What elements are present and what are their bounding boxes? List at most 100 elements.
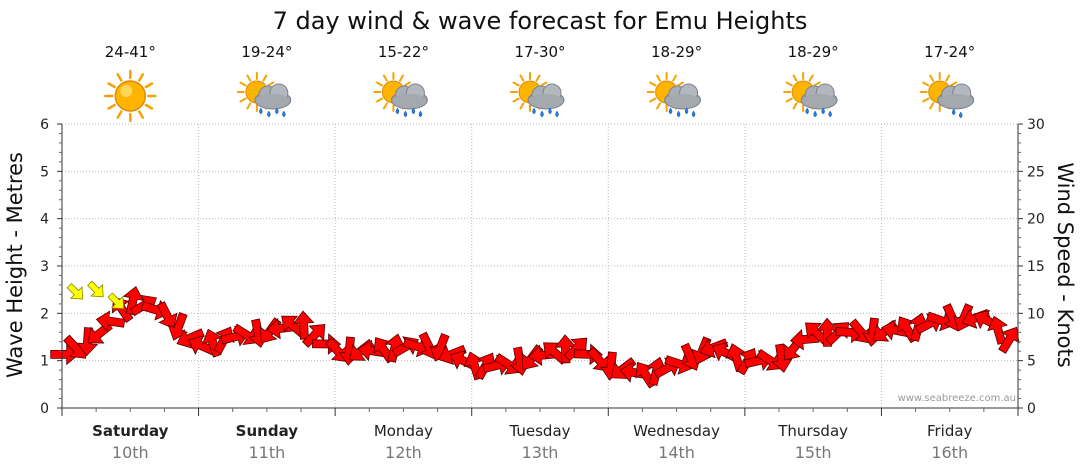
sun-ray [375,97,384,103]
wind-arrow-shape [301,323,326,348]
y-tick-label-right: 10 [1027,306,1045,322]
axes: 0 1 2 3 4 5 6 0 5 10 15 20 25 30 [40,117,1045,417]
y-tick-label-left: 6 [40,117,49,133]
rain-drop [418,110,423,118]
grid [62,123,1018,408]
day-date: 15th [795,443,832,462]
cloud [529,94,563,108]
y-tick-label-right: 25 [1027,164,1045,180]
y-tick-label-right: 30 [1027,117,1045,133]
rain-drop [958,111,963,119]
wave-arrow [107,292,125,309]
day-footer: Saturday 10th Sunday 11th Monday 12th Tuesday 1… [92,422,972,462]
rain-drop [813,110,817,118]
sun-ray [239,97,247,103]
day-temp: 17-30° [514,43,565,61]
sun-ray [375,81,384,87]
y-tick-label-left: 4 [40,212,49,228]
wind-arrow-shape [95,310,126,332]
day-name: Monday [374,422,433,440]
wind-series [50,285,1020,389]
wave-arrow [66,282,84,300]
rain-drop [821,107,825,115]
rain-drop [684,107,689,115]
sunny-icon [104,69,157,123]
sun-ray [540,81,548,87]
rain-icon [783,72,838,118]
sun-ray [239,81,247,87]
wind-arrow-shape [664,354,694,375]
sun-ray [267,81,275,87]
day-name: Saturday [92,422,169,440]
wave-series [66,280,125,309]
sun-ray [246,102,252,110]
day-temp: 18-29° [651,43,702,61]
sun-ray [138,110,145,119]
sun-ray [785,81,793,87]
sun-ray [116,73,123,82]
rain-icon [646,72,702,118]
sun-ray [676,81,685,87]
sun-ray [138,73,145,82]
cloud [938,94,973,108]
rain-drop [532,107,536,115]
y-tick-label-left: 0 [40,401,49,417]
sun-ray [945,74,951,82]
rain-drop [275,107,279,115]
sun-ray [656,102,662,110]
watermark: www.seabreeze.com.au [898,393,1016,404]
rain-drop [828,110,832,118]
sun-ray [535,74,541,82]
sun-ray [116,110,123,119]
chart-title: 7 day wind & wave forecast for Emu Heigh… [273,7,808,35]
sun-ray [792,74,798,82]
rain-drop [676,110,681,118]
day-name: Friday [927,422,973,440]
day-name: Wednesday [633,422,720,440]
sun-ray [403,81,411,87]
rain-drop [691,110,696,118]
rain-drop [548,107,552,115]
rain-drop [282,110,286,118]
day-date: 11th [248,443,285,462]
sun-ray [382,102,388,110]
sun-ray [107,103,116,110]
cloud [665,94,700,108]
sun-ray [922,81,930,87]
y-axis-right-title: Wind Speed - Knots [1053,162,1077,367]
day-temp: 15-22° [378,43,429,61]
cloud [392,94,427,108]
y-tick-label-left: 3 [40,259,49,275]
sun-ray [512,81,520,87]
day-date: 13th [522,443,559,462]
sun-ray [144,103,154,110]
wind-arrow [563,337,588,362]
wave-arrow-shape [66,282,84,300]
rain-drop [951,108,956,116]
rain-drop [395,107,400,115]
sun-ray [949,81,958,87]
day-temp: 19-24° [241,43,292,61]
cloud [802,94,837,108]
wind-arrow [95,310,126,332]
y-tick-label-left: 5 [40,164,49,180]
wind-arrow [664,354,694,375]
sun-ray [519,74,525,82]
wind-arrow-shape [76,327,99,357]
sun-ray [785,97,793,103]
sun-disc [114,80,147,112]
sun-ray [246,74,252,82]
sun-ray [808,74,814,82]
y-tick-label-left: 1 [40,354,49,370]
wind-arrow [301,323,326,348]
rain-drop [540,110,544,118]
sun-ray [792,102,798,110]
rain-icon [373,72,428,118]
rain-drop [403,110,408,118]
wave-arrow-shape [87,280,104,298]
sun-ray [656,74,662,82]
day-header: 24-41° 19-24° 15-22° 17-30° 18-29° 18-29° 17-2… [104,43,975,123]
day-date: 14th [658,443,695,462]
sun-ray [649,97,657,103]
